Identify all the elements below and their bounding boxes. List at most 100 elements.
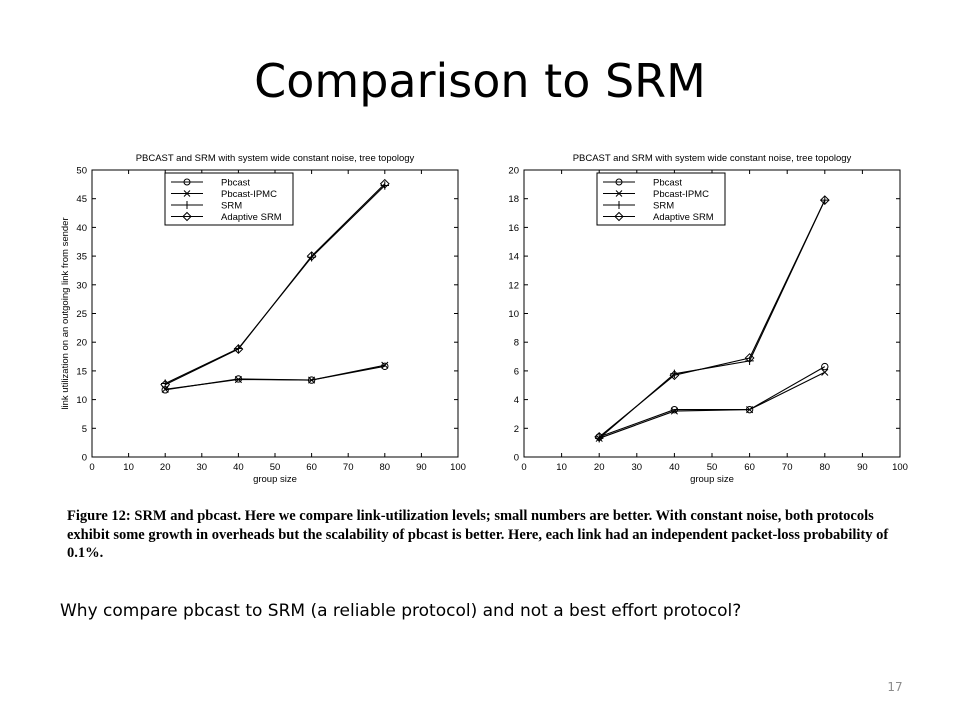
chart-left-y-tick-label: 30 bbox=[76, 280, 87, 291]
chart-left-x-tick-label: 40 bbox=[233, 462, 244, 473]
chart-left-series-pbcast bbox=[161, 362, 389, 394]
chart-right-y-tick-label: 18 bbox=[508, 194, 519, 205]
chart-right-x-tick-label: 40 bbox=[669, 462, 680, 473]
chart-left-y-tick-label: 40 bbox=[76, 223, 87, 234]
chart-left-y-tick-label: 50 bbox=[76, 166, 87, 177]
chart-left-series-adaptive-srm bbox=[160, 178, 390, 390]
chart-left-line-pbcast-ipmc bbox=[165, 364, 385, 390]
chart-left-y-tick-label: 0 bbox=[82, 453, 87, 464]
chart-right-legend-marker-pbcast-ipmc bbox=[615, 190, 623, 197]
chart-right-point-adaptive-srm bbox=[669, 370, 680, 381]
chart-right-point-adaptive-srm bbox=[594, 432, 605, 442]
chart-right-line-pbcast-ipmc bbox=[599, 371, 826, 439]
chart-left-point-adaptive-srm bbox=[160, 379, 171, 390]
chart-right-x-tick-label: 10 bbox=[556, 462, 567, 473]
chart-right-legend-label-srm: SRM bbox=[653, 201, 674, 212]
chart-left-x-tick-label: 10 bbox=[123, 462, 134, 473]
chart-left-point-pbcast-ipmc bbox=[234, 375, 242, 384]
chart-right-point-pbcast-ipmc bbox=[746, 406, 754, 414]
chart-left-x-tick-label: 30 bbox=[197, 462, 208, 473]
chart-left-x-tick-label: 90 bbox=[416, 462, 427, 473]
chart-left-point-pbcast-ipmc bbox=[381, 361, 389, 369]
chart-right-series-adaptive-srm bbox=[594, 195, 830, 442]
chart-left-x-axis-label: group size bbox=[253, 474, 297, 485]
chart-left-line-pbcast bbox=[165, 365, 385, 391]
chart-right-title: PBCAST and SRM with system wide constant… bbox=[573, 153, 852, 164]
chart-left-y-tick-label: 10 bbox=[76, 395, 87, 406]
discussion-question: Why compare pbcast to SRM (a reliable pr… bbox=[60, 601, 742, 621]
chart-right-series-srm bbox=[595, 195, 829, 443]
chart-right-point-pbcast bbox=[670, 405, 679, 414]
chart-left-x-tick-label: 60 bbox=[306, 462, 317, 473]
chart-left-svg: PBCAST and SRM with system wide constant… bbox=[60, 153, 466, 485]
chart-right-x-tick-label: 70 bbox=[782, 462, 793, 473]
chart-right-point-pbcast bbox=[821, 362, 829, 371]
chart-left-point-pbcast bbox=[234, 375, 243, 383]
chart-left-x-tick-label: 70 bbox=[343, 462, 354, 473]
chart-left-y-axis-label: link utilization on an outgoing link fro… bbox=[60, 217, 71, 409]
chart-right-y-tick-label: 14 bbox=[508, 252, 519, 263]
chart-left-series-pbcast-ipmc bbox=[161, 361, 389, 393]
chart-left-point-pbcast-ipmc bbox=[308, 376, 316, 384]
chart-left: PBCAST and SRM with system wide constant… bbox=[52, 145, 472, 495]
chart-left-point-adaptive-srm bbox=[379, 178, 390, 189]
chart-left-legend-label-srm: SRM bbox=[221, 201, 242, 212]
chart-right-y-tick-label: 10 bbox=[508, 309, 519, 320]
chart-left-legend-marker-adaptive-srm bbox=[182, 211, 192, 222]
chart-right-point-adaptive-srm bbox=[744, 353, 755, 363]
chart-left-y-tick-label: 5 bbox=[82, 424, 87, 435]
chart-right-y-tick-label: 12 bbox=[508, 280, 519, 291]
chart-right-x-tick-label: 20 bbox=[594, 462, 605, 473]
chart-left-x-tick-label: 20 bbox=[160, 462, 171, 473]
chart-left-legend-marker-pbcast-ipmc bbox=[183, 190, 191, 197]
chart-right-legend-marker-adaptive-srm bbox=[614, 211, 624, 222]
chart-left-point-adaptive-srm bbox=[233, 344, 244, 354]
chart-left-y-tick-label: 45 bbox=[76, 194, 87, 205]
chart-right-x-tick-label: 50 bbox=[707, 462, 718, 473]
chart-left-x-tick-label: 100 bbox=[450, 462, 466, 473]
chart-right-svg: PBCAST and SRM with system wide constant… bbox=[508, 153, 908, 485]
chart-left-line-adaptive-srm bbox=[164, 183, 386, 386]
chart-right: PBCAST and SRM with system wide constant… bbox=[484, 145, 914, 495]
chart-right-y-tick-label: 8 bbox=[514, 338, 519, 349]
chart-left-legend-label-adaptive-srm: Adaptive SRM bbox=[221, 212, 282, 223]
chart-left-point-adaptive-srm bbox=[306, 251, 317, 262]
chart-right-legend-label-adaptive-srm: Adaptive SRM bbox=[653, 212, 714, 223]
chart-right-x-tick-label: 90 bbox=[857, 462, 868, 473]
chart-right-x-tick-label: 60 bbox=[744, 462, 755, 473]
chart-left-legend-marker-srm bbox=[183, 201, 191, 209]
chart-left-x-tick-label: 0 bbox=[89, 462, 94, 473]
chart-left-x-tick-label: 50 bbox=[270, 462, 281, 473]
chart-left-y-tick-label: 35 bbox=[76, 252, 87, 263]
chart-right-legend-marker-srm bbox=[615, 201, 623, 209]
chart-right-y-tick-label: 4 bbox=[514, 395, 519, 406]
chart-right-point-pbcast-ipmc bbox=[670, 407, 678, 415]
page-number: 17 bbox=[887, 680, 903, 694]
chart-right-series-pbcast-ipmc bbox=[595, 368, 829, 442]
chart-right-x-tick-label: 30 bbox=[632, 462, 643, 473]
chart-right-point-pbcast-ipmc bbox=[821, 368, 829, 376]
chart-left-y-tick-label: 15 bbox=[76, 366, 87, 377]
chart-right-x-tick-label: 100 bbox=[892, 462, 908, 473]
figure-caption: Figure 12: SRM and pbcast. Here we compa… bbox=[67, 508, 889, 561]
chart-right-y-tick-label: 2 bbox=[514, 424, 519, 435]
chart-right-y-tick-label: 20 bbox=[508, 166, 519, 177]
chart-right-x-axis-label: group size bbox=[690, 474, 734, 485]
chart-right-series-pbcast bbox=[595, 362, 829, 441]
chart-right-point-adaptive-srm bbox=[819, 195, 830, 206]
chart-left-legend-marker-pbcast bbox=[183, 178, 191, 186]
chart-right-legend-label-pbcast-ipmc: Pbcast-IPMC bbox=[653, 189, 709, 200]
chart-left-y-tick-label: 25 bbox=[76, 309, 87, 320]
chart-left-legend-label-pbcast-ipmc: Pbcast-IPMC bbox=[221, 189, 277, 200]
chart-right-line-pbcast bbox=[599, 366, 826, 438]
chart-right-legend-marker-pbcast bbox=[615, 178, 623, 186]
chart-right-legend-label-pbcast: Pbcast bbox=[653, 178, 682, 189]
chart-right-x-tick-label: 0 bbox=[521, 462, 526, 473]
chart-left-legend-label-pbcast: Pbcast bbox=[221, 178, 250, 189]
slide-title: Comparison to SRM bbox=[254, 54, 706, 108]
chart-left-y-tick-label: 20 bbox=[76, 338, 87, 349]
chart-right-y-tick-label: 0 bbox=[514, 453, 519, 464]
chart-right-x-tick-label: 80 bbox=[820, 462, 831, 473]
chart-right-y-tick-label: 16 bbox=[508, 223, 519, 234]
